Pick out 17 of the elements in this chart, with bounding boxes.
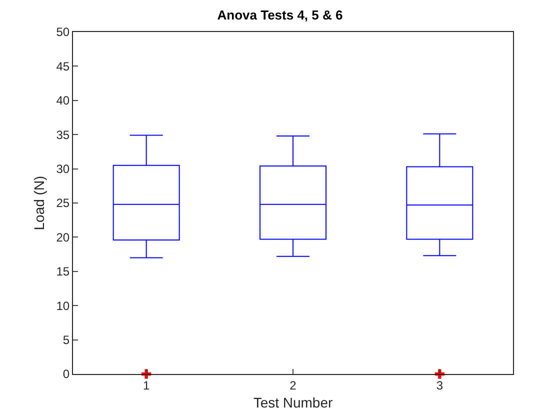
y-axis-title: Load (N) bbox=[30, 176, 47, 230]
x-tick-label: 1 bbox=[142, 378, 150, 392]
y-tick-label: 0 bbox=[62, 367, 70, 382]
y-tick-label: 35 bbox=[56, 128, 70, 142]
y-tick-label: 5 bbox=[62, 333, 70, 347]
x-axis-title: Test Number bbox=[253, 394, 334, 411]
y-tick-label: 40 bbox=[56, 94, 70, 108]
y-tick-label: 45 bbox=[56, 59, 70, 74]
y-tick-label: 30 bbox=[56, 162, 70, 176]
y-tick-label: 15 bbox=[56, 264, 70, 279]
y-tick-label: 20 bbox=[56, 230, 70, 244]
y-tick-label: 50 bbox=[56, 25, 70, 40]
y-tick-label: 10 bbox=[56, 298, 70, 313]
x-tick-label: 2 bbox=[290, 378, 297, 392]
y-tick-label: 25 bbox=[56, 196, 70, 210]
x-tick-label: 3 bbox=[436, 378, 444, 392]
chart-title: Anova Tests 4, 5 & 6 bbox=[217, 8, 343, 23]
